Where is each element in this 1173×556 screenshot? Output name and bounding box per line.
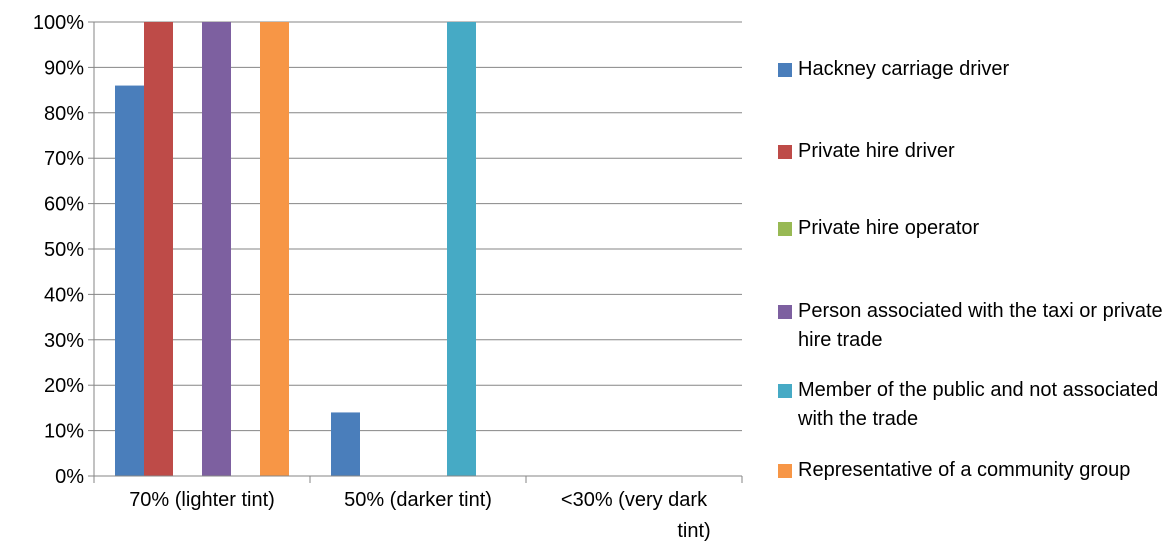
y-axis-tick-labels: 0% 10% 20% 30% 40% 50% 60% 70% 80% 90% 100% [33,12,84,488]
x-tick-label: 70% (lighter tint) [129,489,275,511]
legend-label: Private hire operator [798,217,980,239]
legend-item: Private hire driver [778,137,1168,166]
y-tick-label: 30% [44,330,84,352]
legend-label: Private hire driver [798,140,955,162]
gridlines [94,21,742,432]
legend-item: Private hire operator [778,214,1168,243]
bar [331,412,360,476]
legend-item: Representative of a community group [778,456,1168,485]
bar [447,22,476,476]
legend-item: Person associated with the taxi or priva… [778,297,1168,355]
y-tick-label: 20% [44,375,84,397]
y-tick-label: 0% [55,466,84,488]
legend-swatch [778,63,792,77]
bar [115,85,144,476]
y-tick-label: 80% [44,103,84,125]
y-tick-label: 100% [33,12,84,34]
legend-swatch [778,145,792,159]
legend-label: Representative of a community group [798,459,1131,481]
legend-label: Person associated with the taxi or priva… [798,300,1163,351]
y-tick-label: 50% [44,239,84,261]
legend-swatch [778,222,792,236]
legend-label: Hackney carriage driver [798,58,1010,80]
axes [88,21,743,483]
legend-label: Member of the public and not associated … [798,379,1159,430]
legend-item: Hackney carriage driver [778,55,1168,84]
x-tick-label: 50% (darker tint) [344,489,492,511]
bar [144,22,173,476]
bars [115,22,476,476]
x-tick-label: <30% (very dark tint) [561,489,711,542]
legend-swatch [778,464,792,478]
legend-swatch [778,384,792,398]
bar-chart: 0% 10% 20% 30% 40% 50% 60% 70% 80% 90% 100% 70% (l… [33,12,743,542]
y-tick-label: 60% [44,194,84,216]
chart-legend: Hackney carriage driver Private hire driv… [778,0,1173,556]
y-tick-label: 70% [44,148,84,170]
y-tick-label: 40% [44,284,84,306]
bar [260,22,289,476]
legend-swatch [778,305,792,319]
bar [202,22,231,476]
legend-item: Member of the public and not associated … [778,376,1168,434]
x-axis-tick-labels: 70% (lighter tint) 50% (darker tint) <30% … [129,489,710,542]
y-tick-label: 90% [44,57,84,79]
y-tick-label: 10% [44,421,84,443]
